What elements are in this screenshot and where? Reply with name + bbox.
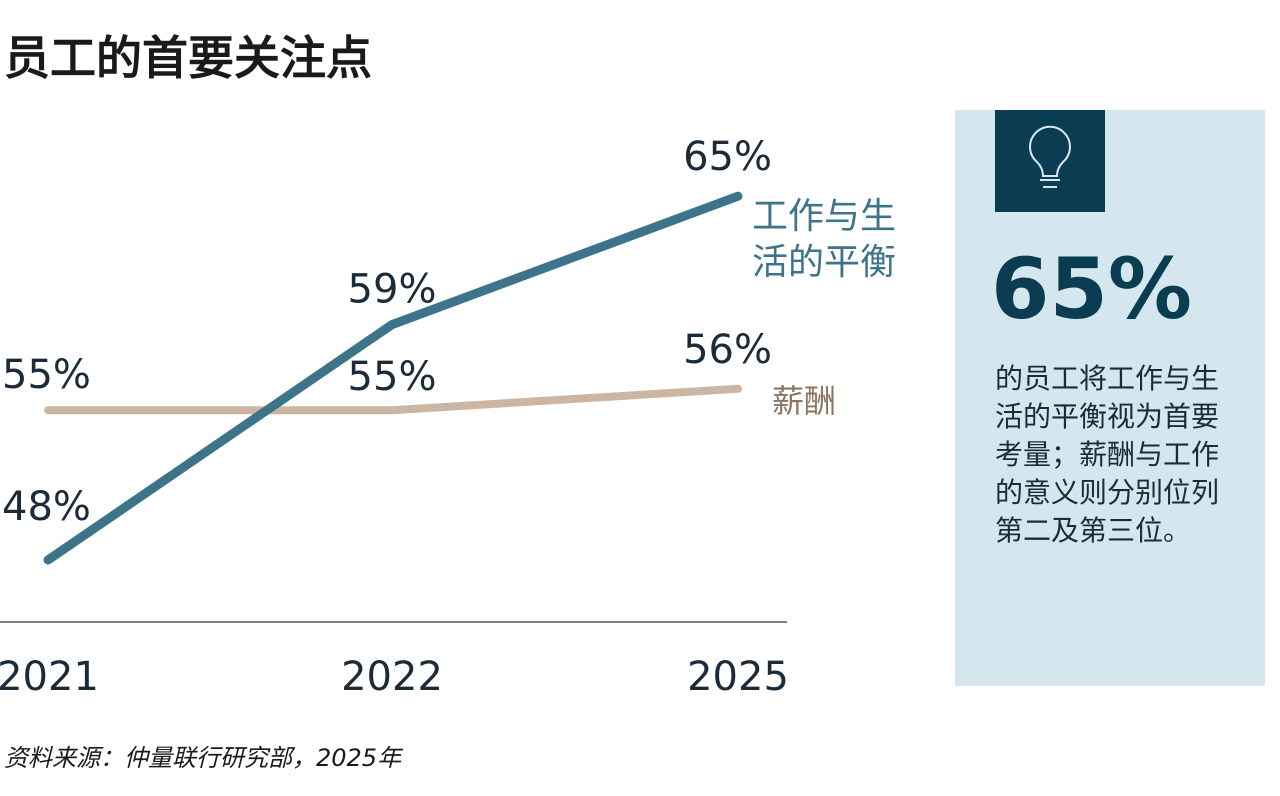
series-label: 工作与生 — [752, 196, 896, 237]
source-note: 资料来源：仲量联行研究部，2025年 — [4, 744, 402, 772]
highlight-panel: 65% 的员工将工作与生活的平衡视为首要考量；薪酬与工作的意义则分别位列第二及第… — [955, 110, 1265, 686]
line-chart: 2021 2022 2025 55% 55% 56%薪酬 48% 59% 65% 工作与生活的平衡 — [0, 134, 896, 700]
series-line — [43, 191, 743, 565]
series-line — [44, 384, 742, 415]
x-tick-label: 2022 — [341, 654, 443, 700]
data-label: 48% — [2, 484, 91, 530]
x-tick-label: 2025 — [687, 654, 789, 700]
series-label: 薪酬 — [772, 382, 836, 420]
panel-description: 的员工将工作与生活的平衡视为首要考量；薪酬与工作的意义则分别位列第二及第三位。 — [995, 362, 1220, 547]
data-label: 55% — [348, 354, 437, 400]
data-label: 59% — [348, 267, 437, 313]
data-label: 55% — [2, 352, 91, 398]
lightbulb-icon — [995, 110, 1105, 212]
x-tick-label: 2021 — [0, 654, 99, 700]
series-label: 活的平衡 — [752, 242, 896, 283]
big-number: 65% — [991, 240, 1193, 338]
data-label: 65% — [683, 134, 772, 180]
data-label: 56% — [683, 327, 772, 373]
chart-title: 员工的首要关注点 — [4, 31, 372, 85]
